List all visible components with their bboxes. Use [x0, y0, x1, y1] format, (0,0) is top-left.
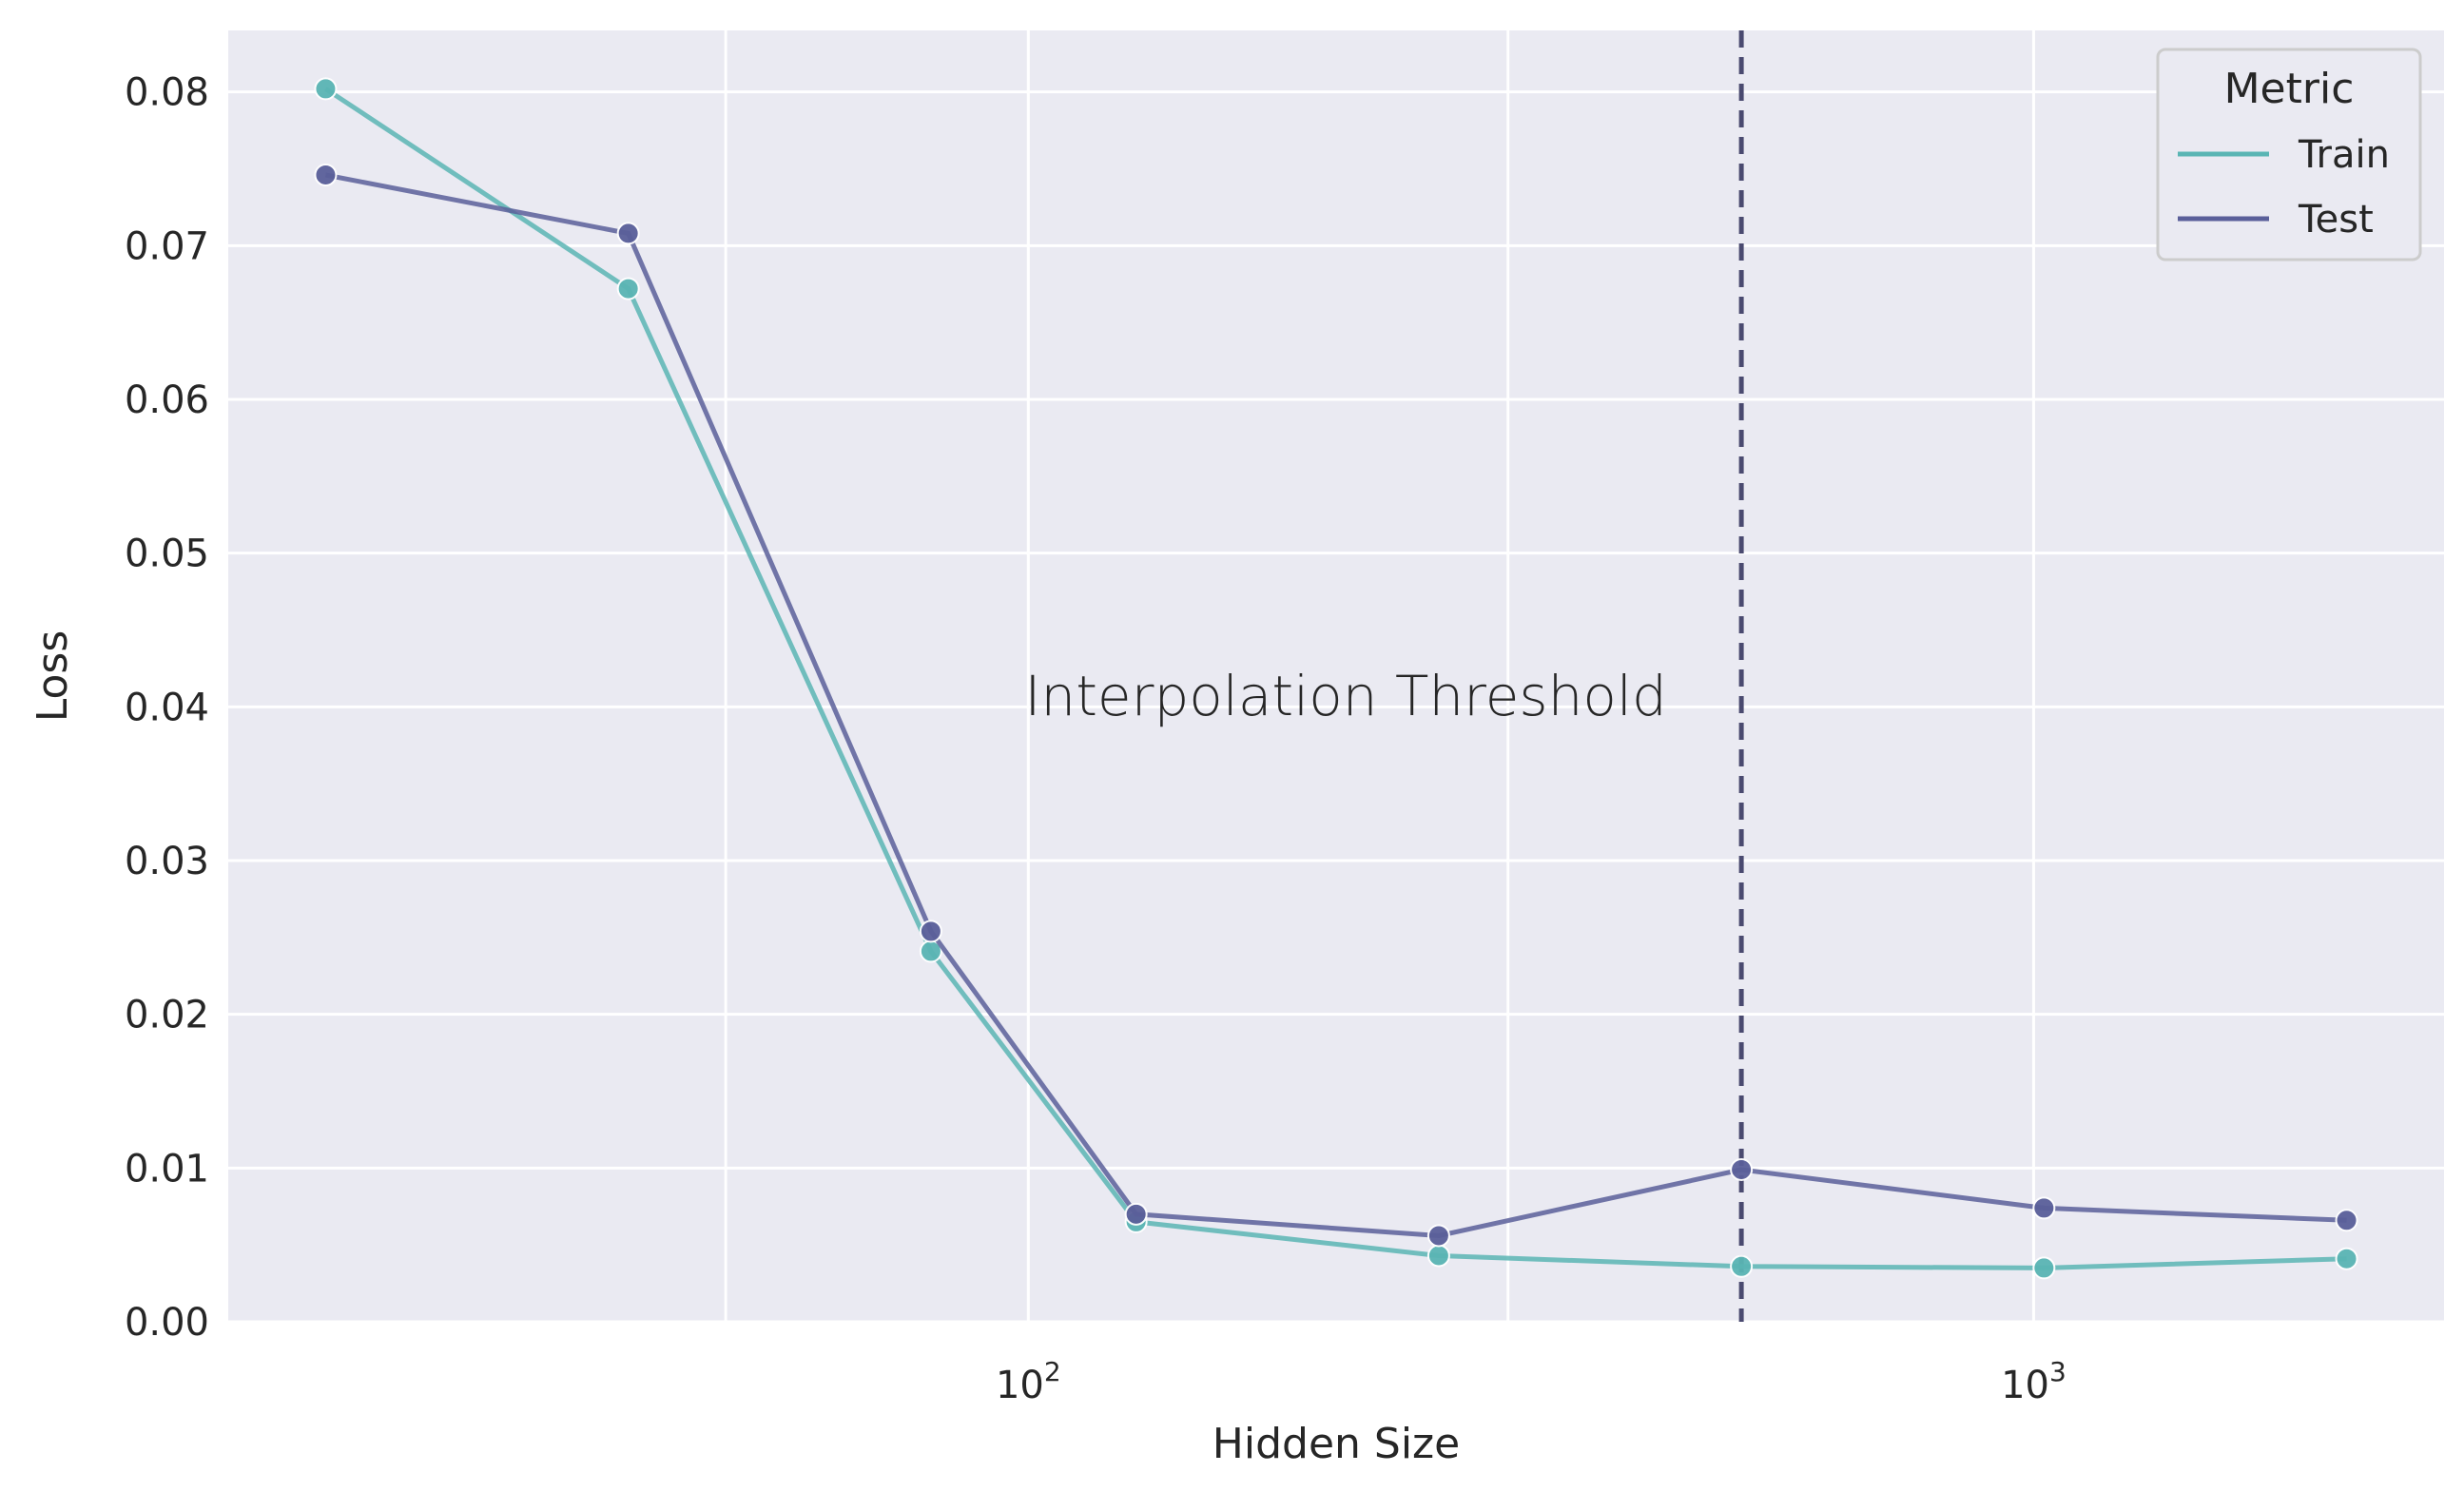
data-point-train	[1730, 1254, 1754, 1278]
y-tick-label: 0.08	[125, 71, 209, 115]
legend-title: Metric	[2224, 65, 2355, 113]
data-point-train	[314, 77, 338, 101]
data-point-train	[616, 277, 640, 300]
data-point-test	[616, 222, 640, 245]
y-tick-labels: 0.00 0.01 0.02 0.03 0.04 0.05 0.06 0.07 0.08	[125, 71, 209, 1345]
y-tick-label: 0.07	[125, 224, 209, 268]
data-point-train	[1426, 1244, 1450, 1268]
series-line-train	[324, 87, 2347, 1270]
series-layer	[314, 77, 2358, 1280]
y-tick-label: 0.06	[125, 378, 209, 422]
legend-label-test: Test	[2298, 198, 2374, 242]
y-tick-label: 0.02	[125, 994, 209, 1037]
legend-label-train: Train	[2298, 133, 2390, 177]
x-axis-label: Hidden Size	[1213, 1420, 1460, 1468]
legend: Metric Train Test	[2156, 48, 2422, 262]
threshold-annotation: Interpolation Threshold	[1024, 664, 1666, 728]
x-tick-label: 102	[996, 1356, 1061, 1407]
data-point-test	[1730, 1157, 1754, 1181]
data-point-test	[314, 163, 338, 186]
y-tick-label: 0.04	[125, 686, 209, 729]
y-axis-label: Loss	[29, 630, 77, 723]
grid-lines	[228, 30, 2444, 1324]
data-point-test	[1426, 1224, 1450, 1248]
x-tick-labels: 102 103	[996, 1356, 2066, 1407]
y-tick-label: 0.01	[125, 1147, 209, 1191]
data-point-test	[2032, 1196, 2056, 1220]
legend-box	[2156, 48, 2422, 262]
data-point-train	[2335, 1247, 2358, 1270]
series-line-test	[324, 172, 2347, 1239]
data-point-test	[1124, 1202, 1148, 1226]
y-tick-label: 0.05	[125, 533, 209, 576]
data-point-test	[919, 920, 942, 943]
x-tick-label: 103	[2001, 1356, 2066, 1407]
data-point-test	[2335, 1209, 2358, 1232]
y-tick-label: 0.03	[125, 840, 209, 883]
y-tick-label: 0.00	[125, 1301, 209, 1345]
data-point-train	[2032, 1256, 2056, 1280]
